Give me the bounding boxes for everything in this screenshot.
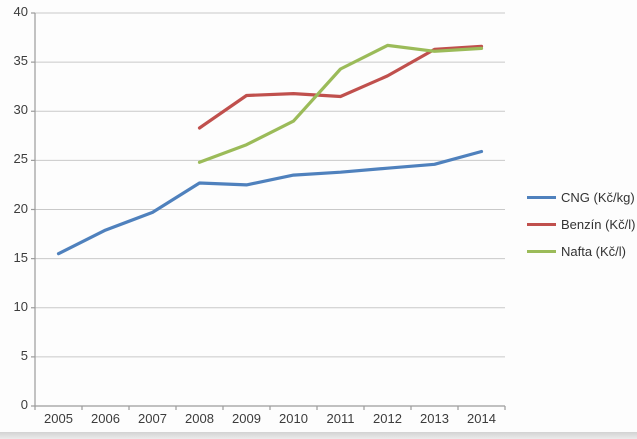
series-line-0 <box>56 149 484 256</box>
x-axis-tick-label: 2010 <box>279 411 308 426</box>
screenshot-bottom-edge <box>0 432 637 439</box>
x-axis-tick-label: 2008 <box>185 411 214 426</box>
chart-legend: CNG (Kč/kg) Benzín (Kč/l) Nafta (Kč/l) <box>527 184 635 265</box>
legend-label-benzin: Benzín (Kč/l) <box>561 217 636 232</box>
x-axis-tick-label: 2006 <box>91 411 120 426</box>
cng-line-swatch <box>527 196 556 199</box>
nafta-line-swatch <box>527 250 556 253</box>
x-axis-tick-label: 2009 <box>232 411 261 426</box>
y-axis-tick-label: 35 <box>13 53 28 69</box>
x-axis-tick-label: 2005 <box>44 411 73 426</box>
y-axis-tick-label: 10 <box>13 298 28 314</box>
legend-item-benzin: Benzín (Kč/l) <box>527 211 635 238</box>
y-axis-tick-label: 15 <box>13 249 28 265</box>
benzin-line-swatch <box>527 223 556 226</box>
legend-item-cng: CNG (Kč/kg) <box>527 184 635 211</box>
x-axis-tick-label: 2013 <box>420 411 449 426</box>
legend-label-cng: CNG (Kč/kg) <box>561 190 635 205</box>
y-axis-tick-label: 30 <box>13 102 28 118</box>
legend-label-nafta: Nafta (Kč/l) <box>561 244 627 259</box>
x-axis-tick-label: 2012 <box>373 411 402 426</box>
y-axis-tick-label: 0 <box>20 397 28 412</box>
series-line-2 <box>197 43 484 164</box>
y-axis-tick-label: 5 <box>20 347 28 363</box>
y-axis-tick-label: 40 <box>13 4 28 19</box>
x-axis-tick-label: 2014 <box>467 411 496 426</box>
series-line-1 <box>197 44 484 130</box>
y-axis-tick-label: 25 <box>13 151 28 167</box>
x-axis-tick-label: 2011 <box>326 411 355 426</box>
legend-item-nafta: Nafta (Kč/l) <box>527 238 635 265</box>
y-axis-tick-label: 20 <box>13 200 28 216</box>
x-axis-tick-label: 2007 <box>138 411 167 426</box>
